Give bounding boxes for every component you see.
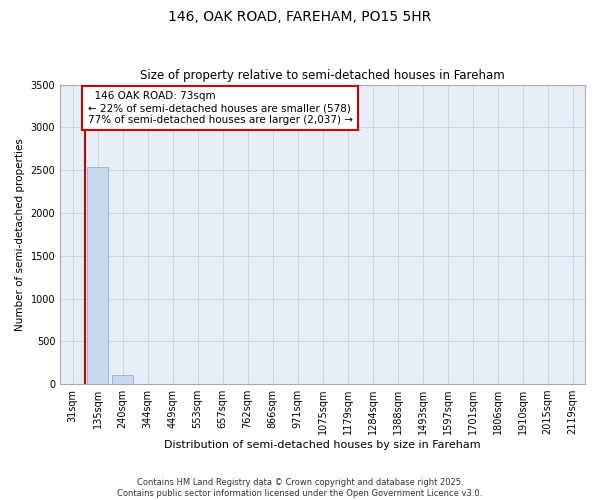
Text: Contains HM Land Registry data © Crown copyright and database right 2025.
Contai: Contains HM Land Registry data © Crown c… <box>118 478 482 498</box>
Y-axis label: Number of semi-detached properties: Number of semi-detached properties <box>15 138 25 331</box>
Bar <box>112 374 133 384</box>
Text: 146 OAK ROAD: 73sqm
← 22% of semi-detached houses are smaller (578)
77% of semi-: 146 OAK ROAD: 73sqm ← 22% of semi-detach… <box>88 92 353 124</box>
Bar <box>87 166 108 384</box>
Title: Size of property relative to semi-detached houses in Fareham: Size of property relative to semi-detach… <box>140 69 505 82</box>
X-axis label: Distribution of semi-detached houses by size in Fareham: Distribution of semi-detached houses by … <box>164 440 481 450</box>
Text: 146, OAK ROAD, FAREHAM, PO15 5HR: 146, OAK ROAD, FAREHAM, PO15 5HR <box>169 10 431 24</box>
